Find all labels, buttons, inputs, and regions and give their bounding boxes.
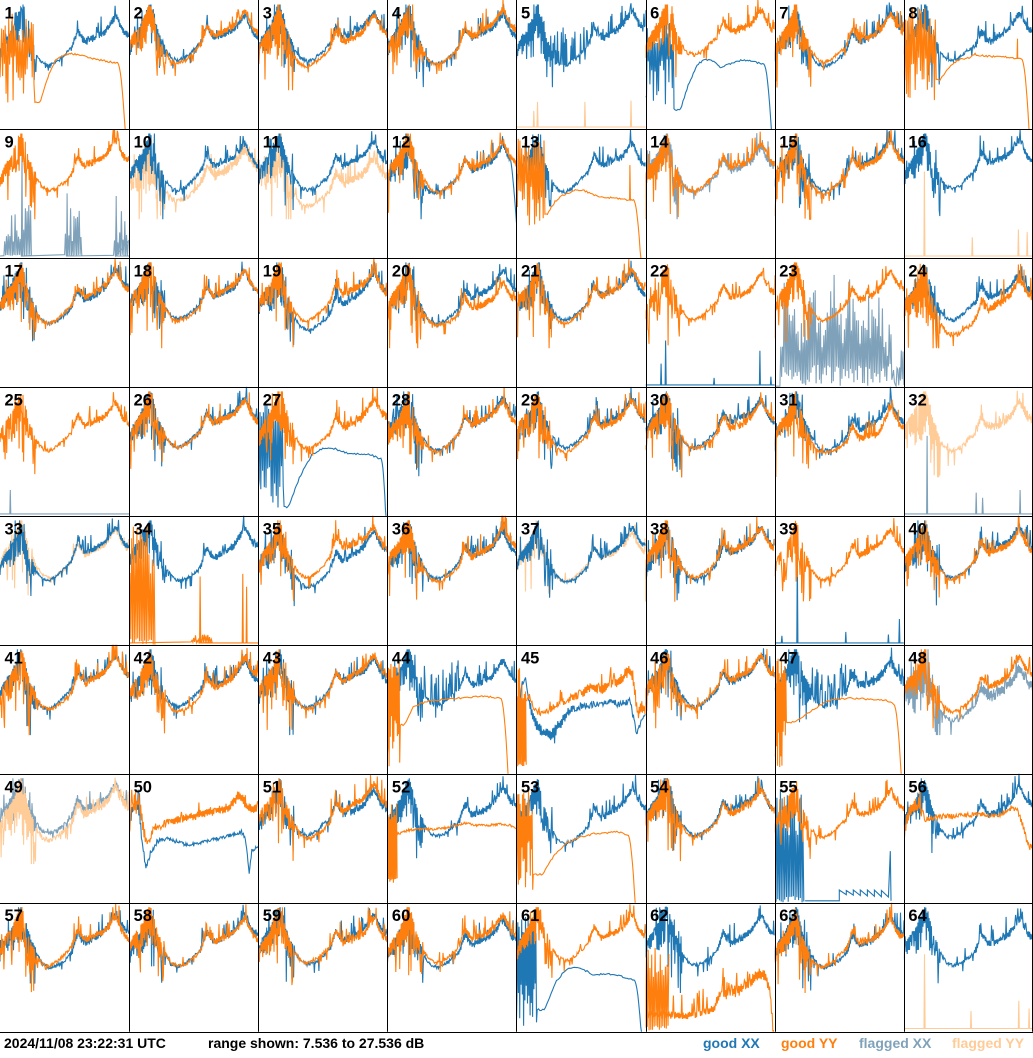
- svg-text:49: 49: [5, 778, 23, 796]
- svg-text:59: 59: [263, 907, 281, 925]
- svg-text:38: 38: [650, 520, 668, 538]
- svg-text:44: 44: [392, 649, 411, 667]
- svg-text:50: 50: [134, 778, 152, 796]
- svg-text:43: 43: [263, 649, 281, 667]
- svg-text:25: 25: [5, 391, 23, 409]
- svg-text:45: 45: [521, 649, 539, 667]
- svg-text:26: 26: [134, 391, 152, 409]
- svg-text:39: 39: [779, 520, 797, 538]
- svg-text:12: 12: [392, 134, 410, 152]
- svg-text:51: 51: [263, 778, 281, 796]
- svg-text:range shown: 7.536 to 27.536 d: range shown: 7.536 to 27.536 dB: [208, 1035, 424, 1051]
- svg-text:37: 37: [521, 520, 539, 538]
- svg-text:4: 4: [392, 5, 402, 23]
- svg-text:46: 46: [650, 649, 668, 667]
- svg-text:18: 18: [134, 262, 152, 280]
- svg-text:63: 63: [779, 907, 797, 925]
- svg-text:7: 7: [779, 5, 788, 23]
- svg-text:5: 5: [521, 5, 530, 23]
- svg-text:9: 9: [5, 134, 14, 152]
- svg-text:10: 10: [134, 134, 152, 152]
- svg-text:27: 27: [263, 391, 281, 409]
- svg-text:flagged XX: flagged XX: [859, 1035, 932, 1051]
- svg-text:6: 6: [650, 5, 659, 23]
- svg-text:34: 34: [134, 520, 153, 538]
- svg-text:21: 21: [521, 262, 539, 280]
- svg-text:15: 15: [779, 134, 797, 152]
- svg-text:8: 8: [908, 5, 917, 23]
- svg-text:28: 28: [392, 391, 410, 409]
- svg-text:29: 29: [521, 391, 539, 409]
- svg-text:33: 33: [5, 520, 23, 538]
- svg-text:good YY: good YY: [781, 1035, 838, 1051]
- svg-text:32: 32: [908, 391, 926, 409]
- svg-text:good XX: good XX: [703, 1035, 760, 1051]
- svg-text:58: 58: [134, 907, 152, 925]
- svg-text:16: 16: [908, 134, 926, 152]
- svg-text:flagged YY: flagged YY: [952, 1035, 1025, 1051]
- svg-text:47: 47: [779, 649, 797, 667]
- svg-text:54: 54: [650, 778, 669, 796]
- svg-text:35: 35: [263, 520, 281, 538]
- svg-text:56: 56: [908, 778, 926, 796]
- svg-text:31: 31: [779, 391, 797, 409]
- svg-text:40: 40: [908, 520, 926, 538]
- svg-text:11: 11: [263, 134, 280, 152]
- svg-text:30: 30: [650, 391, 668, 409]
- svg-text:42: 42: [134, 649, 152, 667]
- svg-text:64: 64: [908, 907, 927, 925]
- svg-text:48: 48: [908, 649, 926, 667]
- svg-text:2024/11/08 23:22:31 UTC: 2024/11/08 23:22:31 UTC: [4, 1035, 166, 1051]
- svg-text:14: 14: [650, 134, 669, 152]
- svg-text:1: 1: [5, 5, 14, 23]
- svg-text:61: 61: [521, 907, 539, 925]
- svg-text:23: 23: [779, 262, 797, 280]
- svg-text:20: 20: [392, 262, 410, 280]
- svg-text:13: 13: [521, 134, 539, 152]
- svg-text:22: 22: [650, 262, 668, 280]
- svg-text:3: 3: [263, 5, 272, 23]
- svg-text:19: 19: [263, 262, 281, 280]
- svg-text:41: 41: [5, 649, 23, 667]
- svg-text:2: 2: [134, 5, 143, 23]
- svg-text:57: 57: [5, 907, 23, 925]
- svg-text:24: 24: [908, 262, 927, 280]
- svg-text:36: 36: [392, 520, 410, 538]
- svg-text:53: 53: [521, 778, 539, 796]
- svg-text:17: 17: [5, 262, 23, 280]
- svg-text:62: 62: [650, 907, 668, 925]
- svg-text:55: 55: [779, 778, 797, 796]
- svg-text:60: 60: [392, 907, 410, 925]
- svg-text:52: 52: [392, 778, 410, 796]
